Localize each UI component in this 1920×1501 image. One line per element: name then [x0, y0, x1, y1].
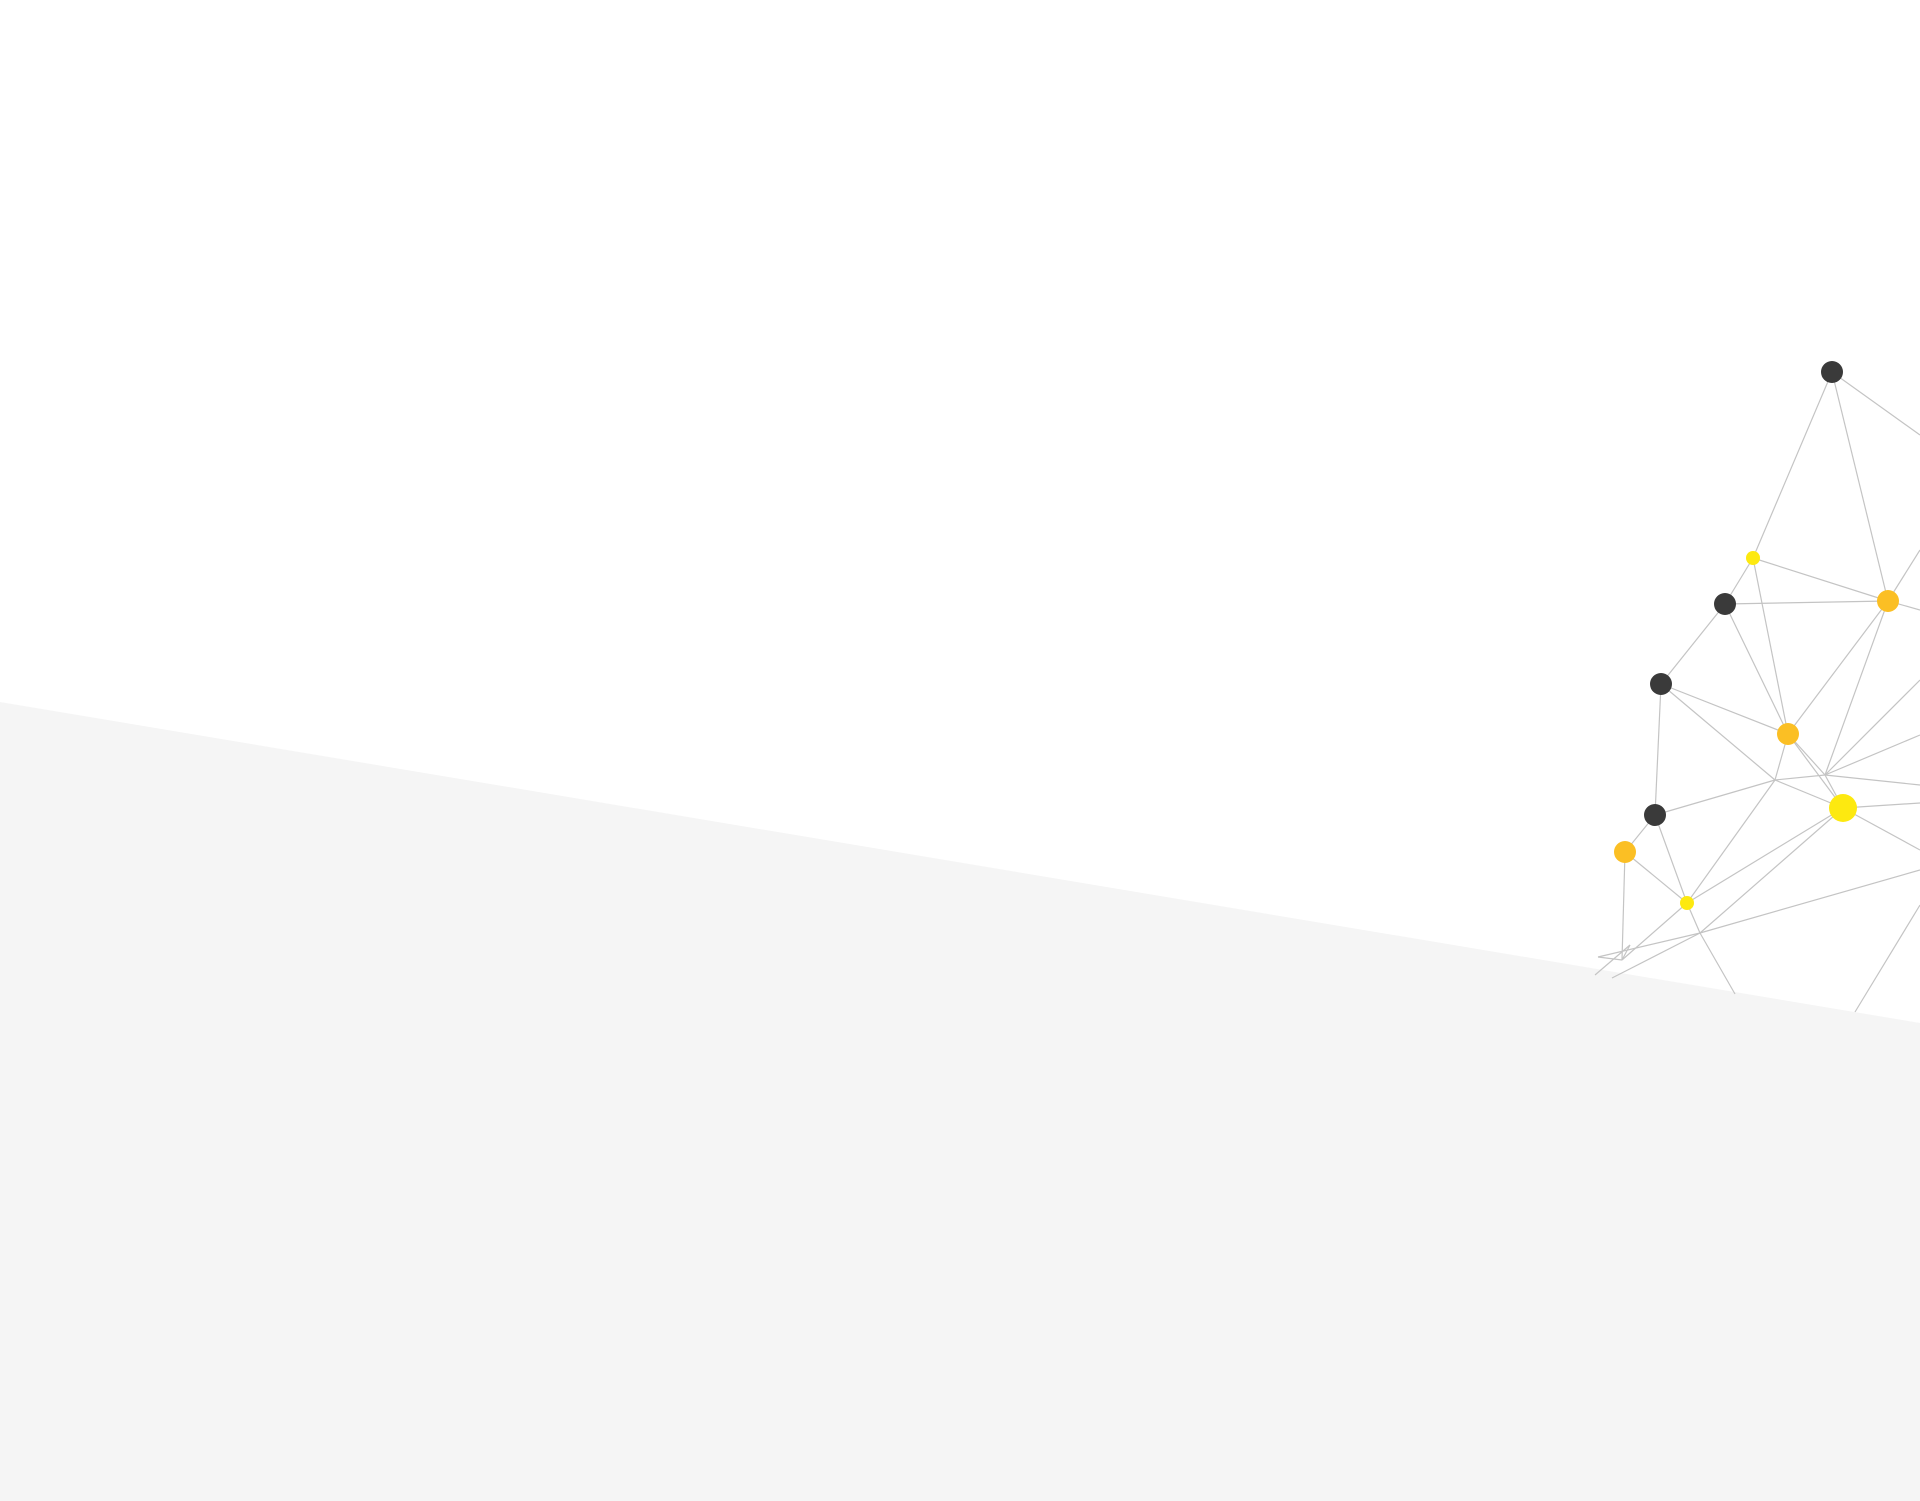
network-edge: [1660, 683, 1776, 781]
network-edge: [1824, 734, 1920, 776]
network-edge: [1831, 371, 1889, 602]
network-edge: [1831, 371, 1920, 436]
network-edge: [1752, 557, 1789, 735]
network-node-dark: [1714, 593, 1736, 615]
network-edge: [1621, 851, 1626, 961]
network-edge: [1854, 904, 1920, 1013]
network-edges: [1594, 371, 1920, 1013]
network-edge: [1724, 603, 1789, 735]
network-node-orange: [1877, 590, 1899, 612]
network-edge: [1621, 902, 1688, 961]
network-edge: [1842, 807, 1920, 851]
network-edge: [1752, 371, 1833, 559]
network-node-orange: [1614, 841, 1636, 863]
network-edge: [1611, 932, 1701, 979]
network-edge: [1660, 683, 1789, 735]
network-node-yellow: [1680, 896, 1694, 910]
network-edge: [1787, 733, 1844, 809]
network-node-dark: [1650, 673, 1672, 695]
network-edge: [1654, 779, 1776, 816]
network-edge: [1686, 807, 1844, 904]
network-edge: [1824, 774, 1920, 786]
network-edge: [1774, 774, 1826, 781]
network-edge: [1699, 869, 1920, 934]
network-edge: [1654, 814, 1688, 904]
network-edge: [1824, 679, 1920, 776]
lower-panel-slanted: [0, 702, 1920, 1501]
network-edge: [1787, 600, 1889, 735]
network-edge: [1654, 683, 1662, 816]
network-edge: [1597, 932, 1701, 958]
network-edge: [1824, 600, 1889, 776]
network-nodes: [1614, 361, 1899, 910]
network-edge: [1594, 944, 1631, 976]
network-edge: [1660, 603, 1726, 685]
network-node-yellow: [1829, 794, 1857, 822]
network-node-orange: [1777, 723, 1799, 745]
network-node-dark: [1644, 804, 1666, 826]
network-edge: [1752, 557, 1889, 602]
network-edge: [1624, 851, 1688, 904]
network-edge: [1724, 600, 1889, 605]
network-edge: [1621, 944, 1631, 961]
network-edge: [1699, 932, 1736, 995]
network-node-dark: [1821, 361, 1843, 383]
network-edge: [1597, 956, 1623, 961]
network-node-yellow: [1746, 551, 1760, 565]
network-edge: [1699, 807, 1844, 934]
network-edge: [1686, 779, 1776, 904]
